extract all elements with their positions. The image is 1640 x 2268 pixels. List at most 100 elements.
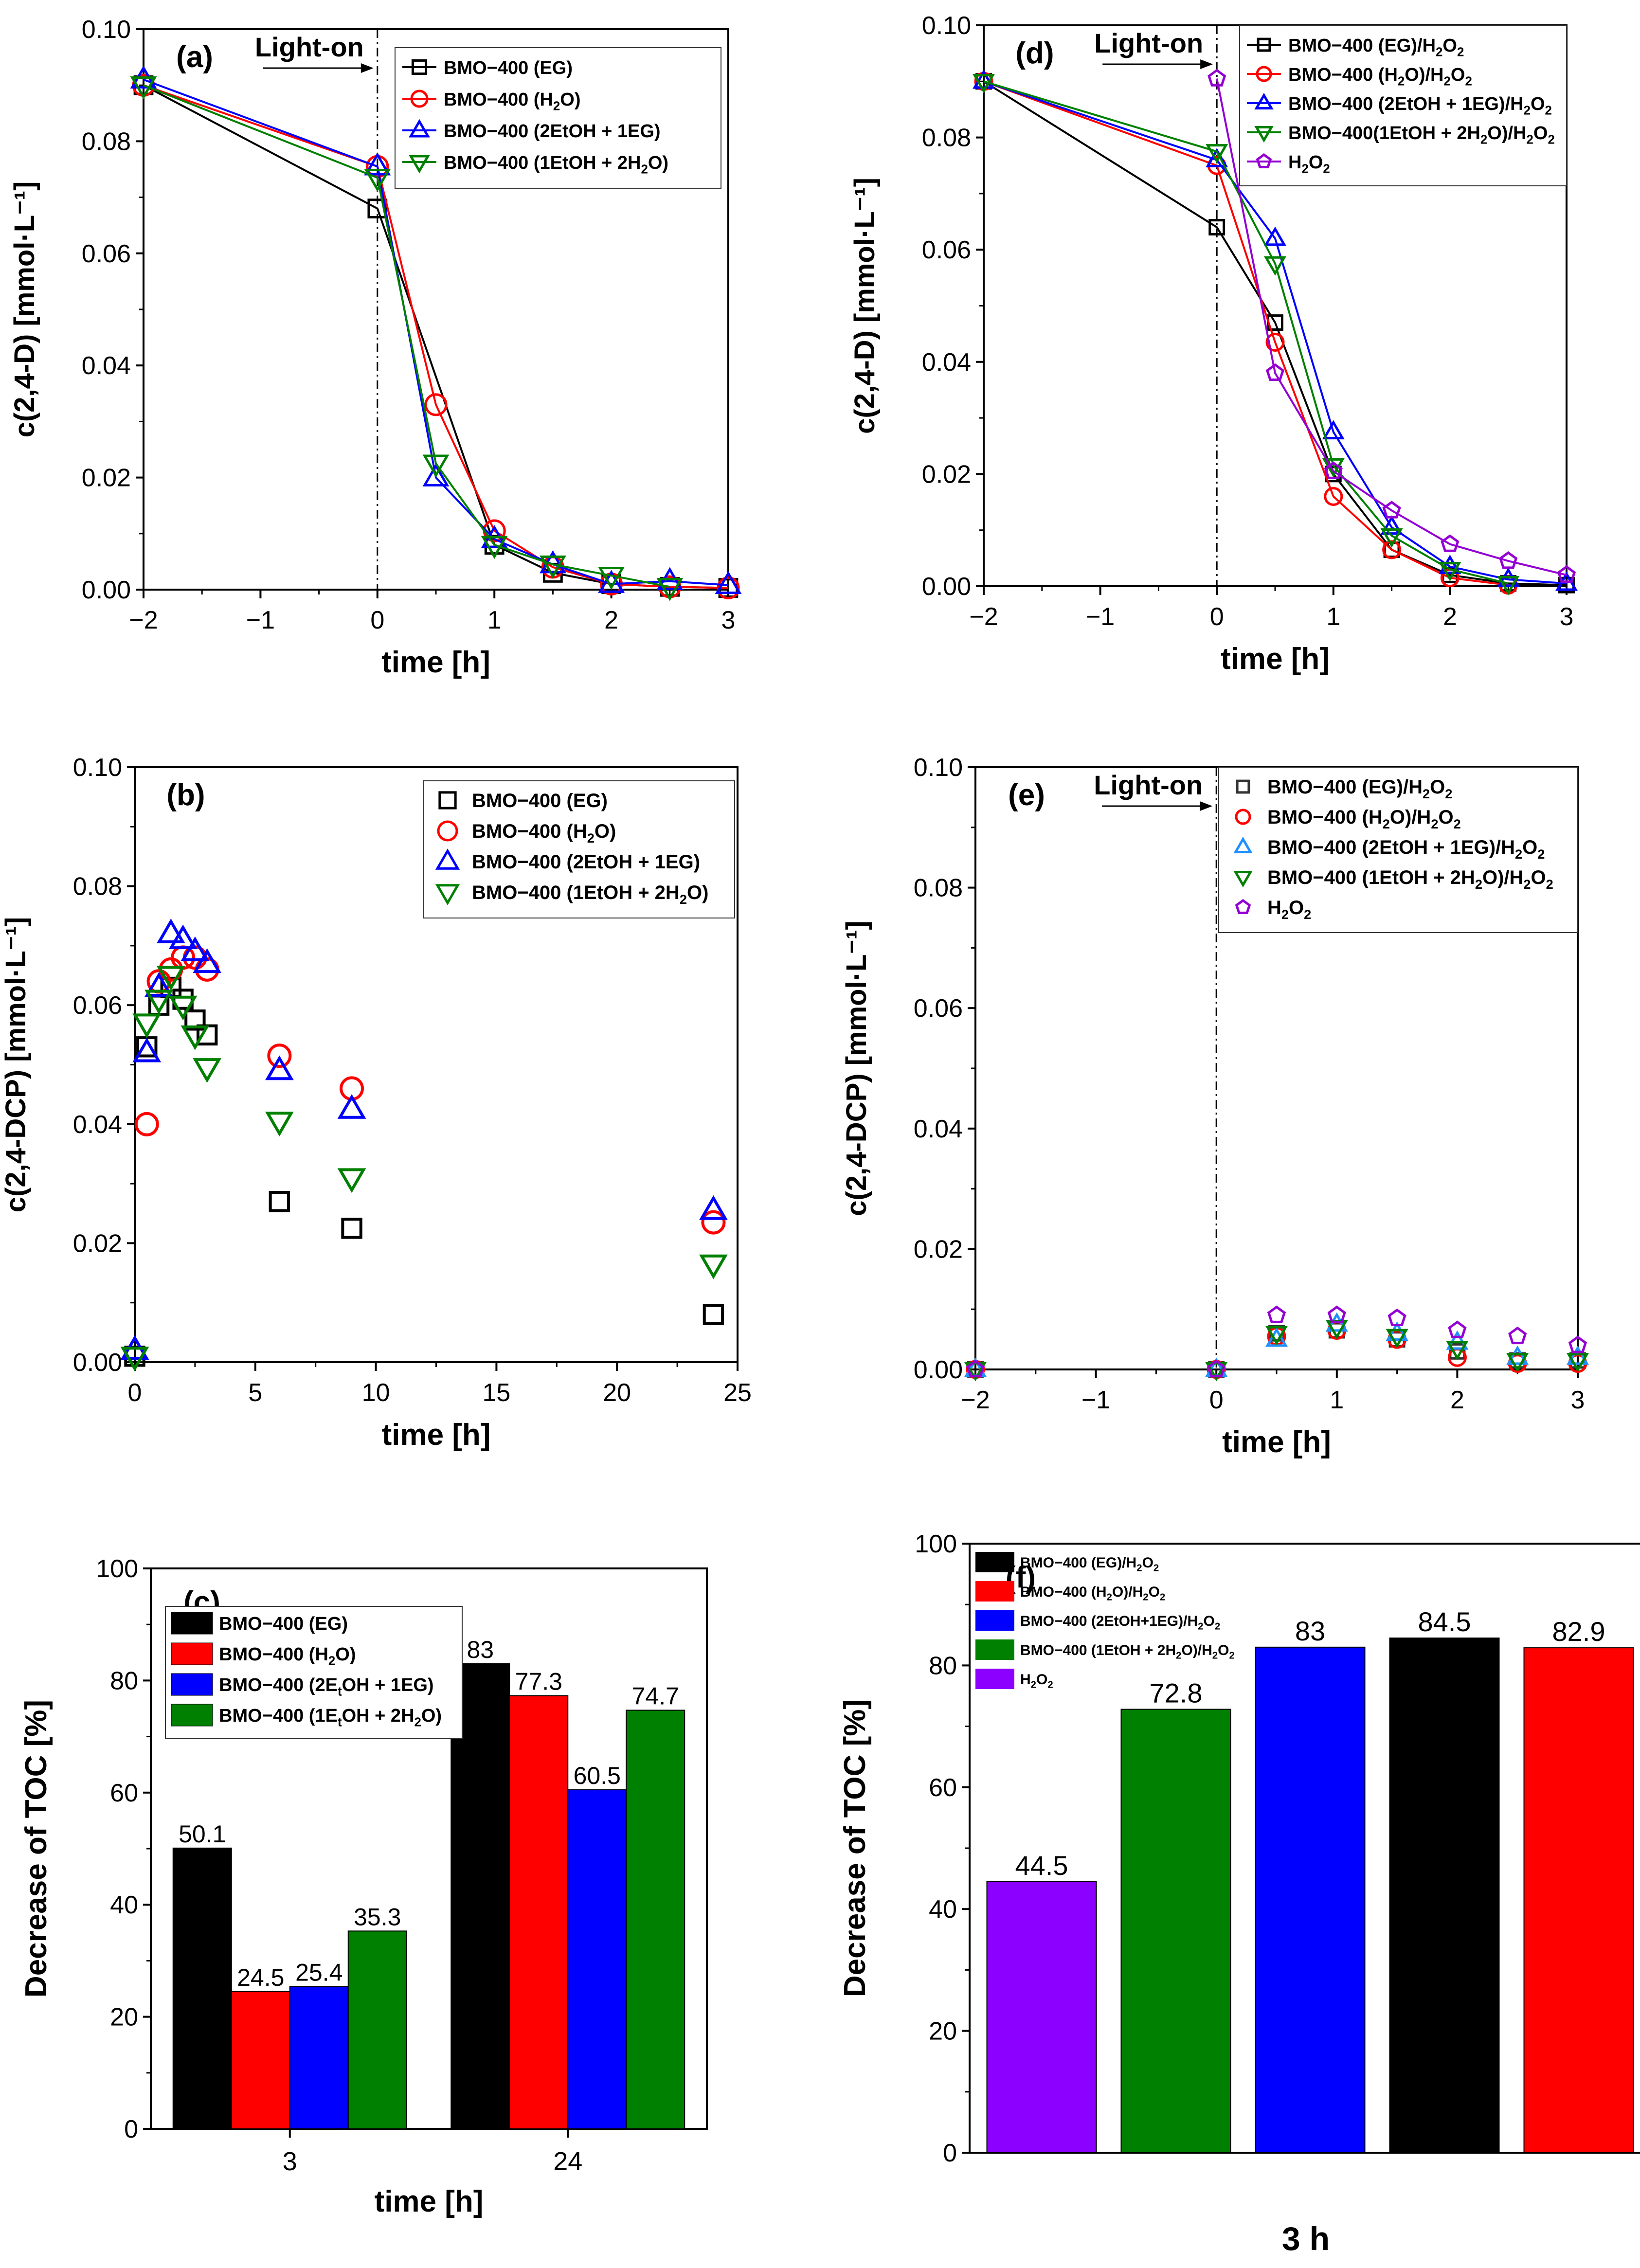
legend-box bbox=[1218, 767, 1578, 933]
bar-value-label: 72.8 bbox=[1150, 1678, 1203, 1709]
legend-marker bbox=[438, 791, 457, 810]
series-0 bbox=[124, 976, 724, 1367]
y-tick-label: 0 bbox=[943, 2139, 957, 2167]
data-point bbox=[341, 1218, 362, 1239]
series-4 bbox=[966, 1305, 1587, 1378]
data-point bbox=[134, 1112, 159, 1136]
legend-label: H2O2 bbox=[1288, 152, 1330, 176]
data-point bbox=[1383, 541, 1400, 558]
legend-swatch bbox=[171, 1642, 213, 1665]
y-tick-label: 0.04 bbox=[82, 352, 131, 380]
x-tick-label: 0 bbox=[1210, 603, 1224, 631]
legend: BMO−400 (EG)/H2O2 BMO−400 (H2O)/H2O2 BMO−4… bbox=[975, 1552, 1235, 1691]
data-point bbox=[120, 1347, 149, 1372]
bar bbox=[347, 1930, 407, 2129]
data-point bbox=[422, 454, 450, 478]
legend-label: BMO−400 (2EtOH + 1EG) bbox=[444, 121, 661, 142]
data-point bbox=[193, 948, 222, 973]
light-on-label: Light-on bbox=[1094, 770, 1203, 800]
x-tick-label: 15 bbox=[482, 1379, 510, 1407]
data-point bbox=[1263, 226, 1287, 246]
y-tick-label: 0.04 bbox=[73, 1111, 122, 1139]
legend-label: BMO−400 (EG) bbox=[219, 1614, 348, 1634]
light-on-arrowhead bbox=[1200, 801, 1213, 811]
y-tick-label: 0.00 bbox=[922, 573, 971, 601]
legend-label: BMO−400 (1EtOH + 2H2O)/H2O2 bbox=[1020, 1642, 1235, 1661]
legend-label: BMO−400 (H2O)/H2O2 bbox=[1020, 1584, 1165, 1603]
bar-value-label: 50.1 bbox=[179, 1820, 226, 1848]
legend-marker bbox=[1256, 66, 1272, 82]
legend-marker bbox=[435, 848, 460, 870]
y-tick-label: 0.10 bbox=[922, 12, 971, 40]
panel-b: 0.00 0.02 0.04 0.06 0.08 0.10 c(2,4-DCP) [mmol… bbox=[0, 754, 752, 1452]
y-axis-label: c(2,4-DCP) [mmol·L⁻¹] bbox=[0, 917, 32, 1212]
legend-marker bbox=[1236, 779, 1250, 794]
data-point bbox=[1267, 1305, 1286, 1323]
data-point bbox=[269, 1191, 290, 1212]
y-axis-label: c(2,4-DCP) [mmol·L⁻¹] bbox=[841, 920, 872, 1216]
legend-label: BMO−400 (EG) bbox=[444, 58, 573, 78]
data-point bbox=[1265, 332, 1285, 352]
legend: BMO−400 (EG) BMO−400 (H2O) BMO−400 (2EtOH … bbox=[395, 47, 721, 189]
legend-label: BMO−400(1EtOH + 2H2O)/H2O2 bbox=[1288, 123, 1555, 147]
bar bbox=[231, 1991, 290, 2129]
bar bbox=[509, 1695, 569, 2129]
y-tick-label: 100 bbox=[96, 1555, 138, 1583]
data-point bbox=[168, 924, 198, 950]
legend-label: BMO−400 (EG)/H2O2 bbox=[1267, 776, 1452, 801]
legend: BMO−400 (EG)/H2O2 BMO−400 (H2O)/H2O2 BMO−4… bbox=[1218, 767, 1578, 933]
y-tick-label: 0.08 bbox=[73, 873, 122, 901]
series-line bbox=[143, 84, 670, 588]
x-tick-label: 0 bbox=[128, 1379, 142, 1407]
data-point bbox=[180, 1025, 210, 1050]
legend-box bbox=[165, 1606, 463, 1739]
data-point bbox=[966, 1359, 985, 1378]
legend-label: BMO−400 (1EtOH + 2H2O)/H2O2 bbox=[1267, 867, 1553, 892]
data-point bbox=[1506, 1353, 1529, 1372]
data-point bbox=[168, 995, 198, 1021]
legend-marker bbox=[1256, 153, 1272, 168]
x-tick-label: 5 bbox=[248, 1379, 262, 1407]
y-tick-label: 0.06 bbox=[73, 991, 122, 1020]
y-tick-label: 40 bbox=[929, 1895, 957, 1924]
data-point bbox=[1207, 1359, 1226, 1378]
x-tick-label: −2 bbox=[969, 603, 998, 631]
legend-swatch bbox=[975, 1581, 1014, 1602]
bar-value-label: 83 bbox=[1295, 1616, 1325, 1646]
light-on-label: Light-on bbox=[1094, 28, 1203, 58]
y-tick-label: 60 bbox=[929, 1774, 957, 1802]
data-point bbox=[1386, 1329, 1408, 1349]
x-axis-label: time [h] bbox=[382, 1418, 491, 1452]
x-axis-label: 3 h bbox=[1282, 2220, 1330, 2257]
data-point bbox=[130, 76, 157, 100]
data-point bbox=[1322, 420, 1345, 440]
bar-value-label: 60.5 bbox=[574, 1762, 621, 1789]
y-tick-label: 0.08 bbox=[914, 874, 963, 902]
y-tick-label: 80 bbox=[929, 1652, 957, 1680]
x-tick-label: −2 bbox=[129, 606, 158, 634]
data-point bbox=[1380, 515, 1403, 535]
data-point bbox=[1382, 540, 1402, 559]
legend-marker bbox=[1233, 871, 1253, 888]
legend-swatch bbox=[975, 1552, 1014, 1572]
legend-swatch bbox=[975, 1639, 1014, 1660]
light-on-arrowhead bbox=[1200, 59, 1213, 69]
data-point bbox=[1382, 501, 1401, 519]
legend-swatch bbox=[171, 1704, 213, 1727]
x-tick-label: −1 bbox=[246, 606, 275, 634]
data-point bbox=[422, 463, 450, 486]
x-tick-label: −2 bbox=[961, 1386, 990, 1414]
legend-label: BMO−400 (EG)/H2O2 bbox=[1020, 1555, 1159, 1574]
series-2 bbox=[120, 918, 728, 1360]
legend-label: BMO−400 (H2O)/H2O2 bbox=[1267, 807, 1461, 831]
y-tick-label: 0.06 bbox=[82, 240, 131, 268]
data-point bbox=[703, 1304, 724, 1325]
series-line bbox=[983, 80, 1509, 585]
data-point bbox=[1557, 565, 1576, 583]
data-point bbox=[364, 152, 391, 176]
legend-swatch bbox=[171, 1612, 213, 1635]
data-point bbox=[180, 936, 210, 961]
y-tick-label: 0.02 bbox=[914, 1235, 963, 1263]
series-3 bbox=[130, 76, 684, 601]
x-tick-label: 0 bbox=[1209, 1386, 1224, 1414]
